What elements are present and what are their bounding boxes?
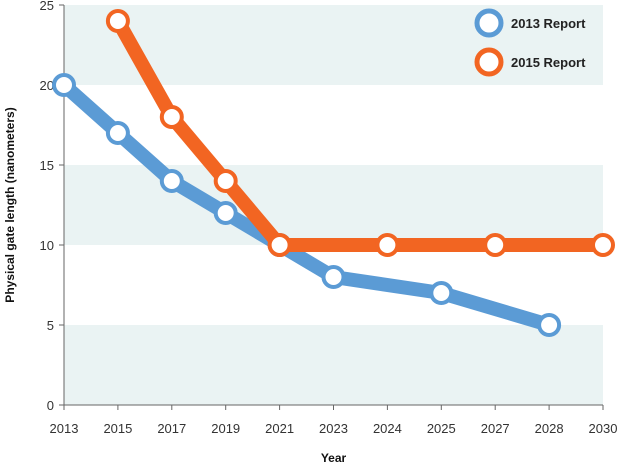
series-1 [52, 73, 562, 337]
data-point [105, 9, 130, 33]
data-point [591, 233, 615, 257]
x-tick-label: 2028 [535, 421, 564, 436]
grid-band [64, 165, 603, 245]
data-point [321, 265, 346, 289]
data-point [159, 169, 184, 193]
data-point [429, 281, 454, 305]
y-axis-title: Physical gate length (nanometers) [3, 107, 17, 302]
x-axis-title: Year [321, 451, 347, 465]
legend-marker [474, 8, 504, 38]
legend-label: 2015 Report [511, 55, 586, 70]
x-tick-label: 2027 [481, 421, 510, 436]
y-tick-label: 20 [40, 78, 54, 93]
y-axis-ticks: 0 5 10 15 20 25 [40, 0, 64, 413]
x-tick-label: 2024 [373, 421, 402, 436]
x-tick-label: 2025 [427, 421, 456, 436]
legend: 2013 Report 2015 Report [474, 8, 586, 77]
x-tick-label: 2030 [589, 421, 618, 436]
x-tick-label: 2023 [319, 421, 348, 436]
y-tick-label: 25 [40, 0, 54, 13]
x-tick-label: 2015 [103, 421, 132, 436]
data-point [483, 233, 508, 257]
x-tick-label: 2013 [50, 421, 79, 436]
series-2 [105, 9, 615, 257]
y-tick-label: 0 [47, 398, 54, 413]
data-point [159, 105, 184, 129]
series-line [57, 78, 557, 332]
data-point [213, 169, 238, 193]
y-tick-label: 5 [47, 318, 54, 333]
series-lines [52, 9, 615, 337]
grid-band [64, 325, 603, 405]
y-tick-label: 10 [40, 238, 54, 253]
legend-label: 2013 Report [511, 16, 586, 31]
x-axis-ticks: 2013 2015 2017 2019 2021 2023 2024 2025 2027 2028… [50, 405, 618, 436]
x-tick-label: 2017 [157, 421, 186, 436]
y-tick-label: 15 [40, 158, 54, 173]
data-point [537, 313, 562, 337]
data-point [52, 73, 76, 97]
x-tick-label: 2021 [265, 421, 294, 436]
data-point [213, 201, 238, 225]
x-tick-label: 2019 [211, 421, 240, 436]
data-point [267, 233, 292, 257]
background-bands [64, 5, 603, 405]
data-point [375, 233, 400, 257]
data-point [105, 121, 130, 145]
legend-marker [474, 47, 504, 77]
